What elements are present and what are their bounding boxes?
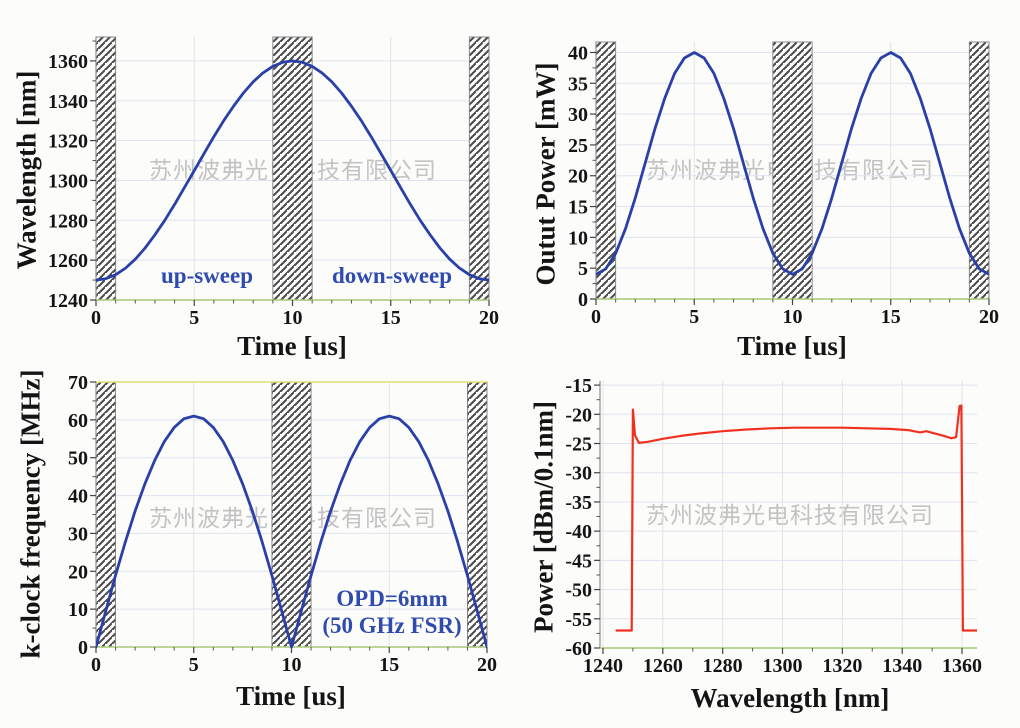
x-tick-label: 1320 xyxy=(822,655,862,677)
y-tick-label: 70 xyxy=(68,372,88,394)
y-tick-label: 1360 xyxy=(48,51,88,73)
x-tick-label: 5 xyxy=(189,654,199,676)
axis-title-wavelength: Wavelength [nm] xyxy=(11,70,42,270)
x-tick-label: 15 xyxy=(881,306,901,328)
y-tick-label: -60 xyxy=(565,638,592,660)
y-tick-label: -40 xyxy=(565,521,592,543)
x-tick-label: 10 xyxy=(783,306,803,328)
hatched-region xyxy=(772,41,813,300)
axis-title-power-dbm: Power [dBm/0.1nm] xyxy=(528,401,559,633)
annotation-opd: OPD=6mm xyxy=(336,586,448,611)
x-tick-label: 1340 xyxy=(882,655,922,677)
x-tick-label: 1300 xyxy=(763,655,803,677)
hatched-region xyxy=(272,36,313,301)
y-tick-label: 1260 xyxy=(48,250,88,272)
y-tick-label: -15 xyxy=(565,375,592,397)
axis-title-kclock-frequency: k-clock frequency [MHz] xyxy=(15,369,46,659)
x-tick-label: 1280 xyxy=(703,655,743,677)
y-tick-label: 1340 xyxy=(48,91,88,113)
x-tick-label: 20 xyxy=(479,307,499,329)
x-tick-label: 1260 xyxy=(643,655,683,677)
x-tick-label: 20 xyxy=(477,654,497,676)
y-tick-label: 30 xyxy=(68,523,88,545)
wavelength-vs-time-plot: 0 5 10 15 20 1240 1260 1280 1300 1320 1340 1360 xyxy=(48,36,499,329)
y-tick-label: 1300 xyxy=(48,170,88,192)
x-tick-label: 0 xyxy=(591,306,601,328)
wavelength-curve xyxy=(96,59,489,282)
y-tick-label: -25 xyxy=(565,434,592,456)
axis-title-time-bottom-left: Time [us] xyxy=(236,681,346,711)
hatched-region xyxy=(468,36,490,301)
x-tick-label: 5 xyxy=(689,306,699,328)
y-tick-label: 15 xyxy=(568,197,588,219)
y-tick-label: -45 xyxy=(565,550,592,572)
y-tick-label: 1280 xyxy=(48,210,88,232)
y-tick-label: 0 xyxy=(78,637,88,659)
axis-title-time-top-left: Time [us] xyxy=(237,331,347,361)
y-tick-label: 50 xyxy=(68,448,88,470)
x-tick-label: 0 xyxy=(91,654,101,676)
k-clock-frequency-curve xyxy=(96,414,487,649)
watermark-bottom-right: 苏州波弗光电科技有限公司 xyxy=(646,502,934,528)
x-tick-label: 10 xyxy=(282,654,302,676)
y-tick-label: -50 xyxy=(565,580,592,602)
spectrum-curve xyxy=(615,404,977,632)
x-tick-label: 5 xyxy=(189,307,199,329)
output-power-curve xyxy=(596,51,989,276)
annotation-fsr: (50 GHz FSR) xyxy=(322,613,462,638)
y-tick-label: -30 xyxy=(565,463,592,485)
y-tick-label: -55 xyxy=(565,609,592,631)
hatched-region xyxy=(271,381,312,648)
x-tick-label: 10 xyxy=(283,307,303,329)
hatched-region xyxy=(95,36,117,301)
y-tick-label: 60 xyxy=(68,410,88,432)
y-tick-label: 5 xyxy=(578,258,588,280)
y-tick-label: 25 xyxy=(568,135,588,157)
y-tick-label: 20 xyxy=(68,561,88,583)
axis-title-time-top-right: Time [us] xyxy=(737,331,847,361)
x-tick-label: 0 xyxy=(91,307,101,329)
x-tick-label: 20 xyxy=(979,306,999,328)
x-tick-label: 1360 xyxy=(942,655,982,677)
y-tick-label: -20 xyxy=(565,404,592,426)
x-tick-label: 15 xyxy=(381,307,401,329)
annotation-down-sweep: down-sweep xyxy=(331,263,453,288)
annotation-up-sweep: up-sweep xyxy=(160,263,254,288)
y-tick-label: 35 xyxy=(568,73,588,95)
x-tick-label: 1240 xyxy=(583,655,623,677)
x-tick-label: 15 xyxy=(379,654,399,676)
y-tick-label: 1320 xyxy=(48,131,88,153)
y-tick-label: 40 xyxy=(568,42,588,64)
y-tick-label: 20 xyxy=(568,166,588,188)
y-tick-label: 10 xyxy=(568,227,588,249)
axis-title-output-power: Outut Power [mW] xyxy=(530,62,561,286)
y-tick-label: -35 xyxy=(565,492,592,514)
axis-title-wavelength-bottom-right: Wavelength [nm] xyxy=(690,683,890,713)
output-spectrum-plot: 1240 1260 1280 1300 1320 1340 1360 -15 -20 -25 -30… xyxy=(565,375,982,677)
y-tick-label: 30 xyxy=(568,104,588,126)
output-power-vs-time-plot: 0 5 10 15 20 0 5 10 15 20 25 30 35 40 xyxy=(568,41,999,328)
y-tick-label: 10 xyxy=(68,599,88,621)
y-tick-label: 0 xyxy=(578,289,588,311)
y-tick-label: 1240 xyxy=(48,290,88,312)
kclock-frequency-vs-time-plot: 0 5 10 15 20 0 10 20 30 40 50 60 70 xyxy=(68,372,497,676)
y-tick-label: 40 xyxy=(68,486,88,508)
